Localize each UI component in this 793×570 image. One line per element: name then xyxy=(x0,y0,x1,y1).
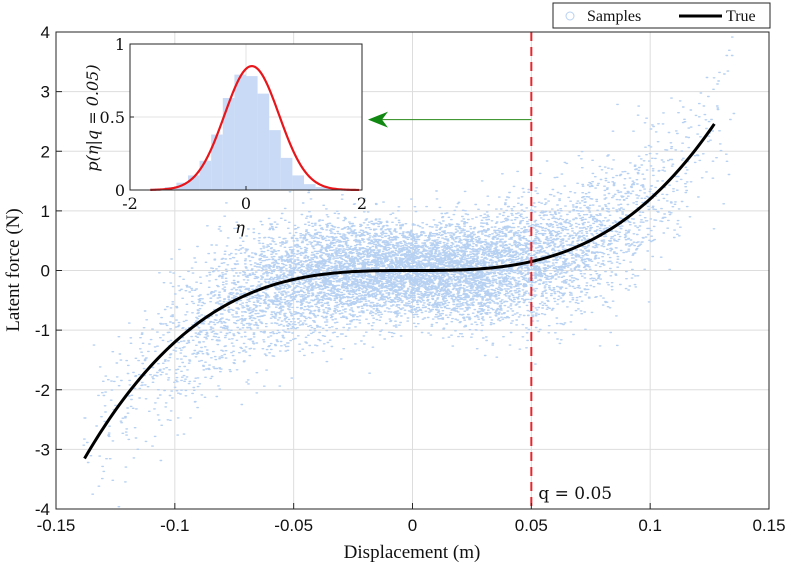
inset-y-ticks: 10.50 xyxy=(100,35,134,200)
histogram-bar xyxy=(257,93,270,190)
histogram-bar xyxy=(234,74,246,190)
legend-samples-marker xyxy=(565,11,575,21)
y-tick-label: -3 xyxy=(35,440,50,459)
x-tick-label: -0.15 xyxy=(37,516,76,535)
inset-density-curve xyxy=(150,64,360,192)
histogram-bar xyxy=(292,175,304,190)
samples-points xyxy=(82,36,736,508)
y-tick-label: 1 xyxy=(41,202,50,221)
legend: Samples True xyxy=(552,2,771,29)
q-label: q = 0.05 xyxy=(538,484,612,504)
inset-y-tick-label: 0.5 xyxy=(100,108,125,127)
histogram-bar xyxy=(269,130,281,190)
inset-x-ticks: -2 0 2 xyxy=(122,186,367,213)
histogram-bar xyxy=(211,134,223,190)
y-tick-label: -4 xyxy=(35,500,50,519)
histogram-bar xyxy=(315,187,328,190)
histogram-bar xyxy=(280,157,293,190)
inset-x-axis-label: η xyxy=(235,218,245,237)
y-axis-label: Latent force (N) xyxy=(3,208,24,331)
histogram-bar xyxy=(188,175,200,190)
y-tick-label: -1 xyxy=(35,321,50,340)
inset-x-tick-label: 2 xyxy=(357,194,367,213)
y-tick-label: 0 xyxy=(41,262,50,281)
x-tick-label: 0 xyxy=(408,516,417,535)
histogram-bar xyxy=(246,76,258,190)
x-tick-label: 0.05 xyxy=(515,516,548,535)
main-chart: q = 0.05 -0.15 -0.1 -0.05 0 0.05 0.1 0.15 4 3 2 1… xyxy=(3,23,786,563)
x-ticks: -0.15 -0.1 -0.05 0 0.05 0.1 0.15 xyxy=(37,503,786,535)
true-curve xyxy=(83,123,716,460)
legend-box xyxy=(552,2,771,29)
legend-samples-label: Samples xyxy=(587,8,641,25)
y-ticks: 4 3 2 1 0 -1 -2 -3 -4 xyxy=(35,23,62,519)
inset-y-tick-label: 0 xyxy=(115,181,125,200)
x-tick-label: -0.1 xyxy=(160,516,189,535)
arrow-head xyxy=(368,111,388,128)
histogram-bar xyxy=(222,98,235,190)
inset-arrow xyxy=(368,111,532,128)
x-axis-label: Displacement (m) xyxy=(344,542,481,563)
x-tick-label: 0.15 xyxy=(752,516,785,535)
y-tick-label: 2 xyxy=(41,142,50,161)
y-tick-label: -2 xyxy=(35,381,50,400)
inset-chart: -2 0 2 10.50 η p(η|q = 0.05) xyxy=(83,35,367,237)
x-tick-label: 0.1 xyxy=(638,516,662,535)
inset-x-tick-label: -2 xyxy=(122,194,138,213)
inset-y-axis-label: p(η|q = 0.05) xyxy=(83,64,102,171)
x-tick-label: -0.05 xyxy=(274,516,313,535)
samples-scatter xyxy=(82,36,736,508)
histogram-bar xyxy=(304,184,316,190)
inset-x-tick-label: 0 xyxy=(241,194,251,213)
legend-true-label: True xyxy=(726,8,756,25)
histogram-bar xyxy=(199,160,212,190)
y-tick-label: 3 xyxy=(41,83,50,102)
y-tick-label: 4 xyxy=(41,23,50,42)
inset-y-tick-label: 1 xyxy=(115,35,125,54)
